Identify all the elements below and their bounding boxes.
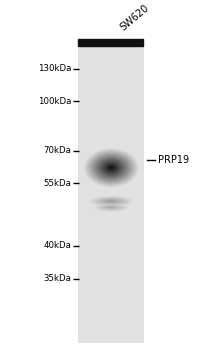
Text: 40kDa: 40kDa — [43, 241, 71, 250]
Text: 130kDa: 130kDa — [37, 64, 71, 73]
Text: SW620: SW620 — [117, 3, 150, 33]
Text: 35kDa: 35kDa — [43, 274, 71, 283]
Text: PRP19: PRP19 — [158, 155, 189, 166]
Text: 100kDa: 100kDa — [37, 97, 71, 106]
Text: 55kDa: 55kDa — [43, 179, 71, 188]
Bar — [78, 39, 143, 46]
Text: 70kDa: 70kDa — [43, 146, 71, 155]
